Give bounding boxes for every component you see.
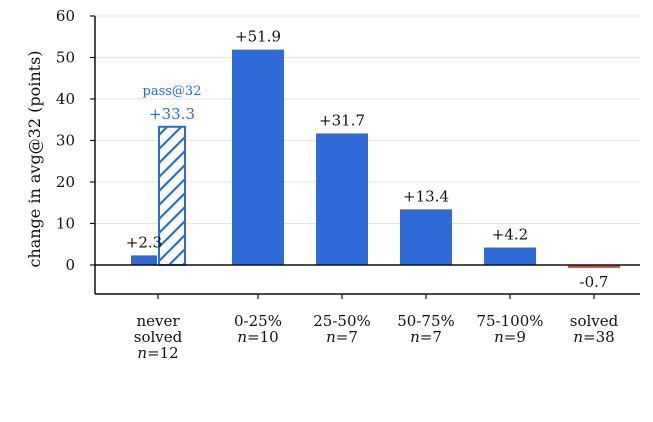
pass-bar — [158, 125, 186, 266]
axis-layer — [90, 15, 640, 299]
y-tick-label: 0 — [65, 256, 75, 274]
y-tick-label: 60 — [56, 7, 75, 25]
y-tick-label: 10 — [56, 214, 75, 232]
x-tick-label-2: 25-50% n=7 — [313, 312, 371, 346]
x-tick-label-4: 75-100% n=9 — [476, 312, 543, 346]
pass-bar-value-label: +33.3 — [149, 105, 195, 123]
x-tick-label-1: 0-25% n=10 — [234, 312, 282, 346]
pass-bar-annotation: pass@32 — [143, 84, 202, 99]
y-axis-label: change in avg@32 (points) — [25, 50, 44, 267]
x-tick-label-0: never solved n=12 — [134, 312, 183, 362]
x-tick-label-5: solved n=38 — [570, 312, 619, 346]
bar-5 — [568, 264, 620, 268]
y-tick-label: 30 — [56, 131, 75, 149]
y-tick-label: 40 — [56, 90, 75, 108]
bar-layer — [131, 49, 620, 268]
label-layer: 0 10 20 30 40 50 60 +2.3 +51.9 +31.7 +13.4 +4.2 -0.7… — [56, 7, 619, 362]
value-label-1: +51.9 — [235, 28, 281, 46]
x-tick-label-3: 50-75% n=7 — [397, 312, 455, 346]
bar-2 — [316, 133, 368, 265]
bar-4 — [484, 247, 536, 265]
bar-0 — [131, 255, 157, 265]
value-label-3: +13.4 — [403, 187, 449, 205]
bar-1 — [232, 49, 284, 265]
bar-3 — [400, 209, 452, 265]
value-label-5: -0.7 — [580, 273, 609, 291]
value-label-4: +4.2 — [492, 226, 528, 244]
y-tick-label: 20 — [56, 173, 75, 191]
value-label-0: +2.3 — [126, 233, 162, 251]
value-label-2: +31.7 — [319, 111, 365, 129]
y-tick-label: 50 — [56, 48, 75, 66]
